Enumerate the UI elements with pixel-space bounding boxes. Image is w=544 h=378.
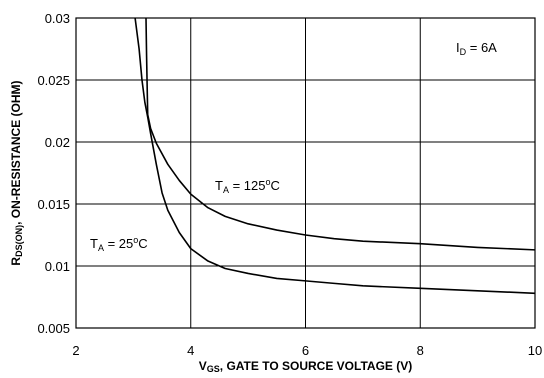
y-tick-label: 0.025: [37, 73, 70, 88]
x-axis-ticks: 2 4 6 8 10: [72, 343, 542, 358]
y-tick-label: 0.005: [37, 321, 70, 336]
series-line-25c: [134, 18, 535, 295]
series-label-125c: TA = 125oC: [215, 177, 280, 195]
x-tick-label: 2: [72, 343, 79, 358]
y-axis-title: RDS(ON), ON-RESISTANCE (OHM): [9, 80, 24, 265]
annotation-drain-current: ID = 6A: [456, 40, 497, 57]
series-label-25c: TA = 25oC: [90, 235, 148, 253]
y-tick-label: 0.01: [45, 259, 70, 274]
y-tick-label: 0.015: [37, 197, 70, 212]
y-axis-ticks: 0.005 0.01 0.015 0.02 0.025 0.03: [37, 11, 70, 336]
series: [134, 18, 535, 295]
x-tick-label: 10: [528, 343, 542, 358]
x-axis-title: VGS, GATE TO SOURCE VOLTAGE (V): [199, 359, 412, 374]
x-tick-label: 6: [302, 343, 309, 358]
y-tick-label: 0.03: [45, 11, 70, 26]
y-tick-label: 0.02: [45, 135, 70, 150]
x-tick-label: 8: [417, 343, 424, 358]
series-line-125c: [145, 18, 535, 251]
x-tick-label: 4: [187, 343, 194, 358]
plot-frame: [75, 17, 536, 329]
